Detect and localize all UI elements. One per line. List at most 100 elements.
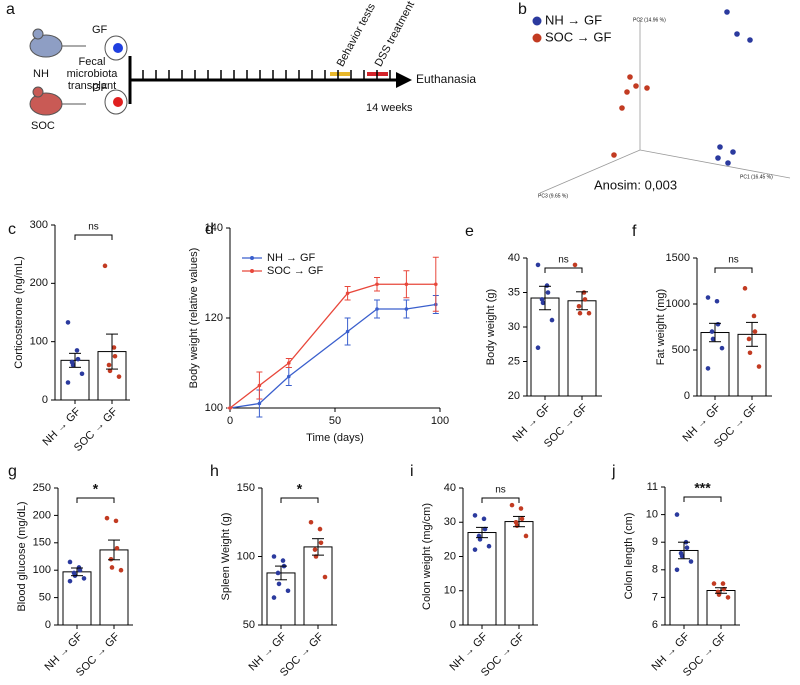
point <box>308 519 314 525</box>
panel-label: b <box>518 1 527 18</box>
point <box>572 262 578 268</box>
point <box>747 350 753 356</box>
recipient-label: GF <box>92 82 108 94</box>
significance-bracket <box>683 496 722 502</box>
y-tick-label: 0 <box>45 619 51 631</box>
point <box>705 366 711 371</box>
legend-label: NH → GF <box>545 12 602 27</box>
significance-bracket <box>544 267 583 273</box>
axis-label: PC1 (16.45 %) <box>740 174 773 180</box>
significance-label: *** <box>694 480 711 496</box>
point <box>317 526 323 532</box>
event-label: DSS treatment <box>373 0 417 69</box>
bar <box>62 571 92 626</box>
legend-label: SOC → GF <box>267 265 324 277</box>
point <box>482 526 488 532</box>
point <box>751 313 757 319</box>
point <box>714 298 720 304</box>
point <box>79 371 85 377</box>
significance-label: * <box>297 481 303 497</box>
point <box>404 282 409 287</box>
point <box>679 553 685 559</box>
point <box>345 329 350 334</box>
point <box>719 345 725 351</box>
transfer-label: transplant <box>68 80 116 92</box>
annotation: Anosim: 0,003 <box>594 177 677 192</box>
point <box>535 262 541 268</box>
point <box>104 515 110 521</box>
soc-ear <box>32 86 44 98</box>
y-tick-label: 100 <box>33 564 51 576</box>
point <box>116 374 122 379</box>
point <box>113 518 119 524</box>
point <box>481 516 487 522</box>
transfer-label: microbiota <box>67 68 119 80</box>
significance-bracket <box>74 234 113 240</box>
point <box>472 547 478 552</box>
point <box>275 570 281 576</box>
panel-label: h <box>210 463 219 480</box>
point <box>67 559 73 565</box>
point <box>627 74 633 80</box>
point <box>710 336 716 342</box>
y-tick-label: 6 <box>652 619 658 631</box>
y-axis-label: Blood glucose (mg/dL) <box>16 501 28 611</box>
significance-bracket <box>76 497 115 503</box>
y-tick-label: 100 <box>237 550 255 562</box>
point <box>106 362 112 368</box>
point <box>711 581 717 586</box>
point <box>271 554 277 559</box>
gf-dot <box>113 97 123 107</box>
point <box>715 321 721 327</box>
point <box>519 516 525 522</box>
point <box>375 282 379 287</box>
panel-label: a <box>6 1 15 18</box>
series-line <box>229 303 436 409</box>
bar <box>99 549 129 626</box>
panel-label: e <box>465 223 474 240</box>
bar <box>530 297 560 397</box>
point <box>624 89 630 95</box>
legend-label: NH → GF <box>267 252 316 264</box>
point <box>70 362 76 368</box>
nh-ear <box>32 28 44 40</box>
point <box>81 576 87 581</box>
point <box>109 565 115 570</box>
y-tick-label: 30 <box>508 321 520 333</box>
point <box>540 300 546 306</box>
legend-label: SOC → GF <box>545 29 612 44</box>
point <box>404 307 409 311</box>
y-tick-label: 140 <box>205 222 223 234</box>
bar <box>669 549 699 626</box>
point <box>486 543 492 549</box>
bar <box>467 532 497 626</box>
point <box>65 320 71 325</box>
point <box>345 291 350 296</box>
significance-bracket <box>280 497 319 503</box>
y-tick-label: 200 <box>33 509 51 521</box>
significance-bracket <box>481 497 520 503</box>
bar <box>706 590 736 626</box>
y-tick-label: 20 <box>444 550 456 562</box>
y-tick-label: 1000 <box>666 298 690 310</box>
point <box>257 401 262 406</box>
point <box>228 406 232 410</box>
y-tick-label: 0 <box>42 394 48 406</box>
axis <box>639 149 791 179</box>
point <box>312 547 318 552</box>
point <box>318 540 324 546</box>
point <box>576 304 582 309</box>
transfer-label: Fecal <box>79 56 106 68</box>
point <box>582 297 588 302</box>
y-axis-label: Colon weight (mg/cm) <box>421 503 433 610</box>
y-tick-label: 100 <box>30 336 48 348</box>
axis-label: PC2 (14.96 %) <box>633 17 666 23</box>
point <box>509 502 515 508</box>
point <box>705 295 711 300</box>
point <box>65 380 71 385</box>
point <box>725 160 731 166</box>
point <box>545 290 551 295</box>
point <box>724 9 730 15</box>
y-tick-label: 40 <box>508 252 520 264</box>
